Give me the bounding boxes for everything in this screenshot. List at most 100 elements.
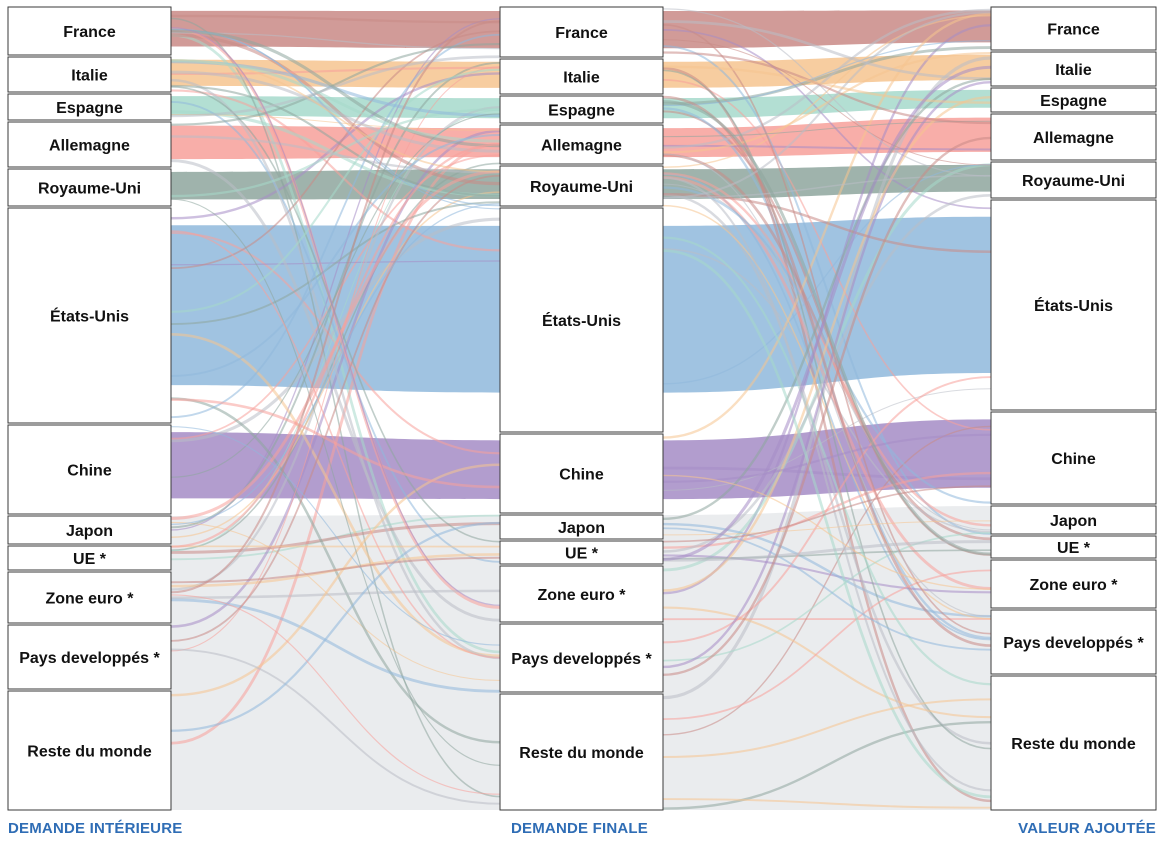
node-label: Zone euro * xyxy=(45,591,134,608)
node-italie-col3: Italie xyxy=(990,51,1157,87)
flow-thin-0-56 xyxy=(170,55,501,118)
node-box xyxy=(499,540,664,565)
node-etats-unis-col3: États-Unis xyxy=(990,199,1157,411)
node-etats-unis-col2: États-Unis xyxy=(499,207,664,433)
flow-thin-0-5 xyxy=(170,162,501,551)
node-pays-developpes-col3: Pays developpés * xyxy=(990,609,1157,675)
flow-thin-0-51 xyxy=(170,198,501,766)
node-label: Chine xyxy=(559,467,604,484)
node-pays-developpes-col2: Pays developpés * xyxy=(499,623,664,693)
flow-thin-0-69 xyxy=(170,26,501,606)
node-layer: France Italie Espagne Allemagne Royaume-Uni É… xyxy=(7,6,1157,811)
flow-thin-1-53 xyxy=(662,11,992,200)
node-box xyxy=(990,161,1157,199)
node-espagne-col1: Espagne xyxy=(7,93,172,121)
node-label: Italie xyxy=(563,70,600,87)
node-ue-col1: UE * xyxy=(7,545,172,571)
node-box xyxy=(499,165,664,207)
node-label: France xyxy=(63,24,116,41)
flow-thin-1-61 xyxy=(662,100,992,556)
node-label: Reste du monde xyxy=(519,745,644,762)
node-box xyxy=(990,675,1157,811)
node-royaume-uni-col1: Royaume-Uni xyxy=(7,168,172,207)
flow-thin-0-25 xyxy=(170,14,501,24)
flow-thin-1-9 xyxy=(662,46,992,106)
flow-royaume-uni-0 xyxy=(171,169,500,200)
node-italie-col2: Italie xyxy=(499,58,664,95)
flow-thin-0-62 xyxy=(170,59,501,143)
node-box xyxy=(990,51,1157,87)
node-box xyxy=(990,559,1157,609)
node-label: Zone euro * xyxy=(1029,577,1118,594)
node-label: Reste du monde xyxy=(27,744,152,761)
node-reste-du-monde-col1: Reste du monde xyxy=(7,690,172,811)
node-chine-col1: Chine xyxy=(7,424,172,515)
node-italie-col1: Italie xyxy=(7,56,172,93)
node-box xyxy=(499,6,664,58)
node-label: États-Unis xyxy=(50,307,129,326)
node-label: Allemagne xyxy=(1033,130,1114,147)
flow-thin-0-34 xyxy=(170,463,501,697)
node-box xyxy=(990,199,1157,411)
flow-thin-1-65 xyxy=(662,474,992,590)
node-label: Pays developpés * xyxy=(511,651,652,668)
node-espagne-col3: Espagne xyxy=(990,87,1157,113)
flow-layer xyxy=(170,8,992,810)
node-espagne-col2: Espagne xyxy=(499,95,664,124)
flow-thin-1-68 xyxy=(662,136,992,677)
column-title-demande-interieure: DEMANDE INTÉRIEURE xyxy=(8,820,183,837)
flow-thin-0-53 xyxy=(170,113,501,478)
node-box xyxy=(499,565,664,623)
node-label: Pays developpés * xyxy=(1003,635,1144,652)
flow-thin-1-2 xyxy=(662,79,992,431)
node-box xyxy=(990,411,1157,505)
flow-thin-1-41 xyxy=(662,606,992,719)
flow-thin-1-42 xyxy=(662,376,992,644)
flow-thin-0-42 xyxy=(170,648,501,805)
node-box xyxy=(990,87,1157,113)
flow-thin-1-37 xyxy=(662,532,992,662)
flow-thin-0-49 xyxy=(170,594,501,795)
node-label: Chine xyxy=(1051,451,1096,468)
node-reste-du-monde-col3: Reste du monde xyxy=(990,675,1157,811)
flow-thin-0-66 xyxy=(170,556,501,584)
node-label: Allemagne xyxy=(541,138,622,155)
flow-thin-1-0 xyxy=(662,29,992,210)
flow-thin-0-68 xyxy=(170,143,501,548)
flow-thin-0-9 xyxy=(170,72,501,220)
node-label: France xyxy=(1047,22,1100,39)
node-box xyxy=(7,93,172,121)
node-royaume-uni-col3: Royaume-Uni xyxy=(990,161,1157,199)
flow-thin-1-22 xyxy=(662,175,992,590)
flow-thin-1-69 xyxy=(662,485,992,543)
flow-thin-1-4 xyxy=(662,14,992,169)
flow-thin-1-67 xyxy=(662,65,992,561)
flow-thin-0-15 xyxy=(170,33,501,186)
column-title-demande-finale: DEMANDE FINALE xyxy=(511,820,648,837)
node-label: Italie xyxy=(71,68,108,85)
flow-thin-1-21 xyxy=(662,798,992,809)
node-box xyxy=(499,58,664,95)
node-label: États-Unis xyxy=(542,311,621,330)
node-label: UE * xyxy=(1057,540,1091,557)
node-box xyxy=(990,113,1157,161)
flow-thin-1-66 xyxy=(662,540,992,562)
node-japon-col2: Japon xyxy=(499,514,664,540)
node-box xyxy=(990,6,1157,51)
flow-thin-0-12 xyxy=(170,159,501,622)
flow-thin-1-54 xyxy=(662,569,992,721)
node-zone-euro-col3: Zone euro * xyxy=(990,559,1157,609)
node-box xyxy=(7,6,172,56)
flow-thin-1-48 xyxy=(662,51,992,125)
node-chine-col2: Chine xyxy=(499,433,664,514)
flow-thin-0-31 xyxy=(170,589,501,599)
node-label: Espagne xyxy=(56,100,123,117)
node-label: États-Unis xyxy=(1034,296,1113,315)
flow-france-0 xyxy=(171,10,500,49)
flow-thin-0-20 xyxy=(170,30,501,269)
node-box xyxy=(499,124,664,165)
node-box xyxy=(499,433,664,514)
node-box xyxy=(7,690,172,811)
node-box xyxy=(990,535,1157,559)
